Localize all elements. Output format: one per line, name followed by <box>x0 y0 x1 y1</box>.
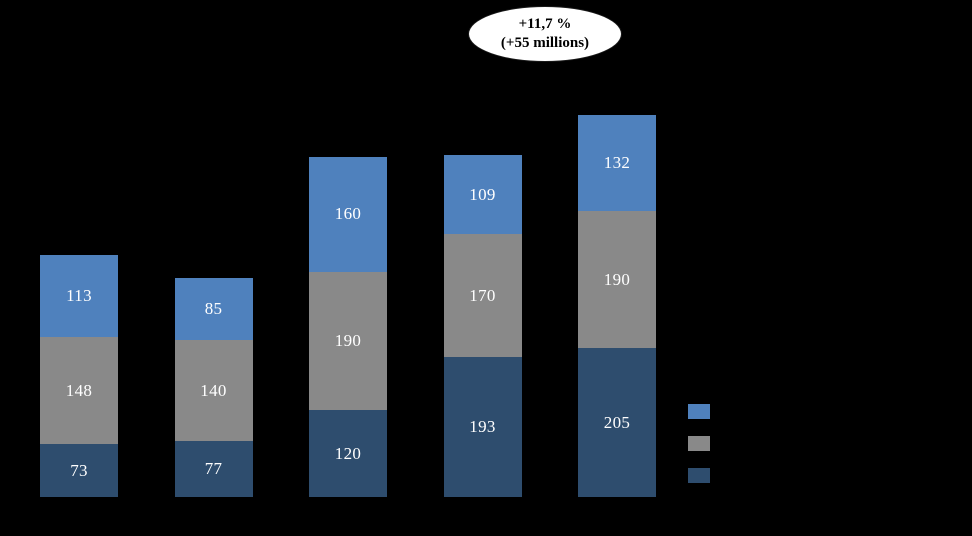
legend-bottom-series-swatch <box>688 468 710 483</box>
legend-item <box>688 468 710 483</box>
segment-value-label: 193 <box>469 417 496 437</box>
segment-value-label: 85 <box>204 299 223 318</box>
bar-segment-top-segment: 113 <box>40 255 118 337</box>
bar-segment-bottom-segment: 205 <box>578 348 656 497</box>
bar-segment-middle-segment: 148 <box>40 336 118 445</box>
chart-legend <box>688 404 710 500</box>
segment-value-label: 120 <box>334 443 362 463</box>
bar-segment-top-segment: 160 <box>309 156 387 273</box>
segment-value-label: 205 <box>603 412 631 432</box>
legend-item <box>688 436 710 451</box>
segment-value-label: 148 <box>65 380 93 400</box>
legend-top-series-swatch <box>688 404 710 419</box>
bar-segment-top-segment: 85 <box>174 278 253 340</box>
bar-segment-middle-segment: 140 <box>174 339 253 442</box>
bar-segment-bottom-segment: 193 <box>443 357 522 497</box>
bar-segment-middle-segment: 190 <box>578 210 656 349</box>
stacked-bar: 193 170 109 <box>443 155 522 497</box>
segment-value-label: 140 <box>200 380 227 400</box>
segment-value-label: 170 <box>469 285 496 305</box>
segment-value-label: 73 <box>70 460 88 480</box>
segment-value-label: 77 <box>204 459 223 479</box>
segment-value-label: 132 <box>603 153 631 173</box>
legend-item <box>688 404 710 419</box>
stacked-bar: 73 148 113 <box>40 255 118 497</box>
growth-annotation-ellipse: +11,7 % (+55 millions) <box>468 6 622 62</box>
segment-value-label: 160 <box>334 204 362 224</box>
segment-value-label: 190 <box>334 331 362 351</box>
bar-segment-top-segment: 109 <box>443 155 522 235</box>
bar-segment-middle-segment: 190 <box>309 272 387 411</box>
legend-middle-series-swatch <box>688 436 710 451</box>
segment-value-label: 190 <box>603 269 631 289</box>
segment-value-label: 113 <box>66 285 92 305</box>
stacked-bar: 120 190 160 <box>309 156 387 497</box>
bar-segment-top-segment: 132 <box>578 115 656 211</box>
bar-segment-bottom-segment: 120 <box>309 410 387 497</box>
bar-segment-bottom-segment: 77 <box>174 441 253 497</box>
growth-amount-label: (+55 millions) <box>500 35 590 51</box>
growth-percent-label: +11,7 % <box>518 16 572 32</box>
bar-segment-bottom-segment: 73 <box>40 444 118 497</box>
stacked-bar: 77 140 85 <box>174 278 253 497</box>
segment-value-label: 109 <box>469 184 496 204</box>
bar-segment-middle-segment: 170 <box>443 234 522 358</box>
stacked-bar: 205 190 132 <box>578 115 656 497</box>
